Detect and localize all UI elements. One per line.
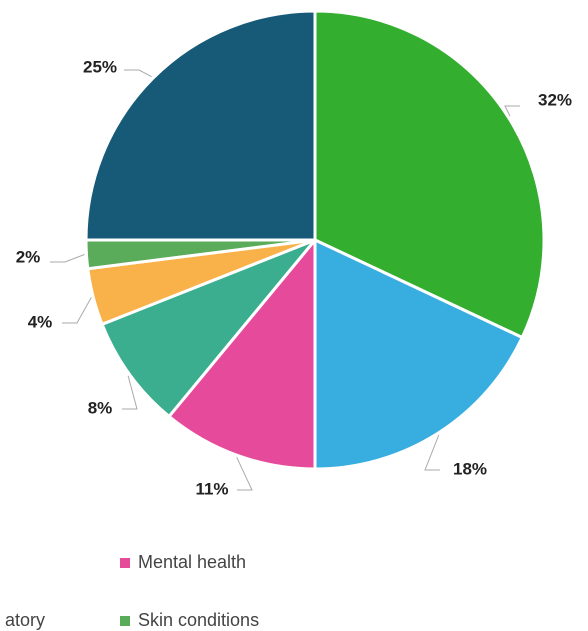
data-label: 2% — [16, 247, 41, 266]
legend-swatch — [120, 558, 130, 568]
pie-slice — [84, 9, 317, 242]
legend-label: Mental health — [138, 552, 246, 572]
data-label: 25% — [83, 57, 117, 76]
leader-line — [62, 297, 92, 324]
leader-line — [50, 254, 85, 263]
data-label: 8% — [88, 398, 113, 417]
leader-line — [504, 105, 520, 117]
pie-slice — [313, 237, 525, 471]
data-label: 4% — [28, 312, 53, 331]
leader-line — [122, 375, 138, 410]
legend-swatch — [120, 616, 130, 626]
leader-line — [424, 434, 440, 471]
legend-label: atory — [5, 610, 45, 630]
data-label: 18% — [453, 459, 487, 478]
leader-line — [124, 69, 152, 78]
pie-slice — [313, 9, 546, 340]
legend-label: Skin conditions — [138, 610, 259, 630]
data-label: 32% — [538, 90, 572, 109]
data-label: 11% — [195, 479, 228, 498]
leader-line — [236, 457, 253, 491]
pie-slice — [100, 238, 317, 419]
pie-slice — [166, 235, 317, 471]
